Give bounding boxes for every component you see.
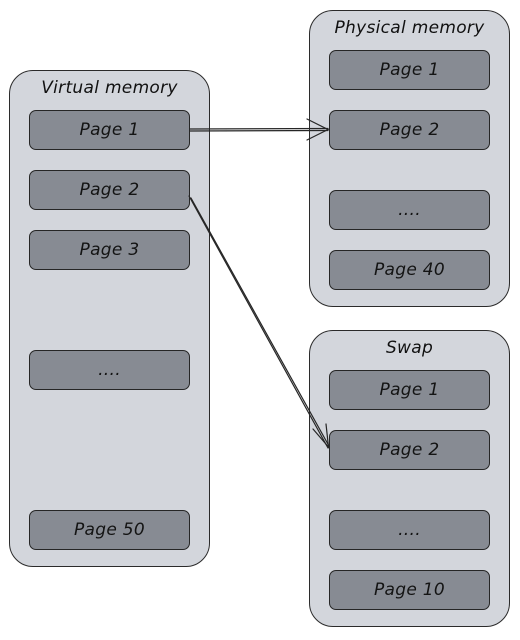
physical-page-2-label: Page 2	[379, 120, 440, 140]
virtual-memory-panel: Virtual memory	[9, 70, 210, 567]
swap-page-2: Page 2	[329, 430, 490, 470]
arrow-virtual-page1-to-physical-page2	[189, 118, 330, 141]
swap-page-1: Page 1	[329, 370, 490, 410]
physical-page-40-label: Page 40	[373, 260, 446, 280]
swap-page-10: Page 10	[329, 570, 490, 610]
physical-memory-title: Physical memory	[334, 18, 485, 38]
virtual-memory-title: Virtual memory	[41, 78, 178, 98]
virtual-page-ellipsis: ....	[29, 350, 190, 390]
virtual-page-50-label: Page 50	[73, 520, 146, 540]
virtual-page-3-label: Page 3	[79, 240, 140, 260]
virtual-page-50: Page 50	[29, 510, 190, 550]
virtual-page-2: Page 2	[29, 170, 190, 210]
physical-page-ellipsis-label: ....	[398, 200, 421, 220]
virtual-page-ellipsis-label: ....	[98, 360, 121, 380]
swap-page-ellipsis: ....	[329, 510, 490, 550]
arrow-virtual-page2-to-swap-page2	[188, 195, 330, 449]
physical-page-40: Page 40	[329, 250, 490, 290]
virtual-page-1: Page 1	[29, 110, 190, 150]
swap-page-1-label: Page 1	[379, 380, 440, 400]
swap-page-2-label: Page 2	[379, 440, 440, 460]
physical-page-1: Page 1	[329, 50, 490, 90]
physical-page-2: Page 2	[329, 110, 490, 150]
physical-page-1-label: Page 1	[379, 60, 440, 80]
virtual-page-1-label: Page 1	[79, 120, 140, 140]
swap-page-10-label: Page 10	[373, 580, 446, 600]
virtual-page-3: Page 3	[29, 230, 190, 270]
swap-page-ellipsis-label: ....	[398, 520, 421, 540]
virtual-page-2-label: Page 2	[79, 180, 140, 200]
swap-title: Swap	[385, 338, 434, 358]
physical-page-ellipsis: ....	[329, 190, 490, 230]
